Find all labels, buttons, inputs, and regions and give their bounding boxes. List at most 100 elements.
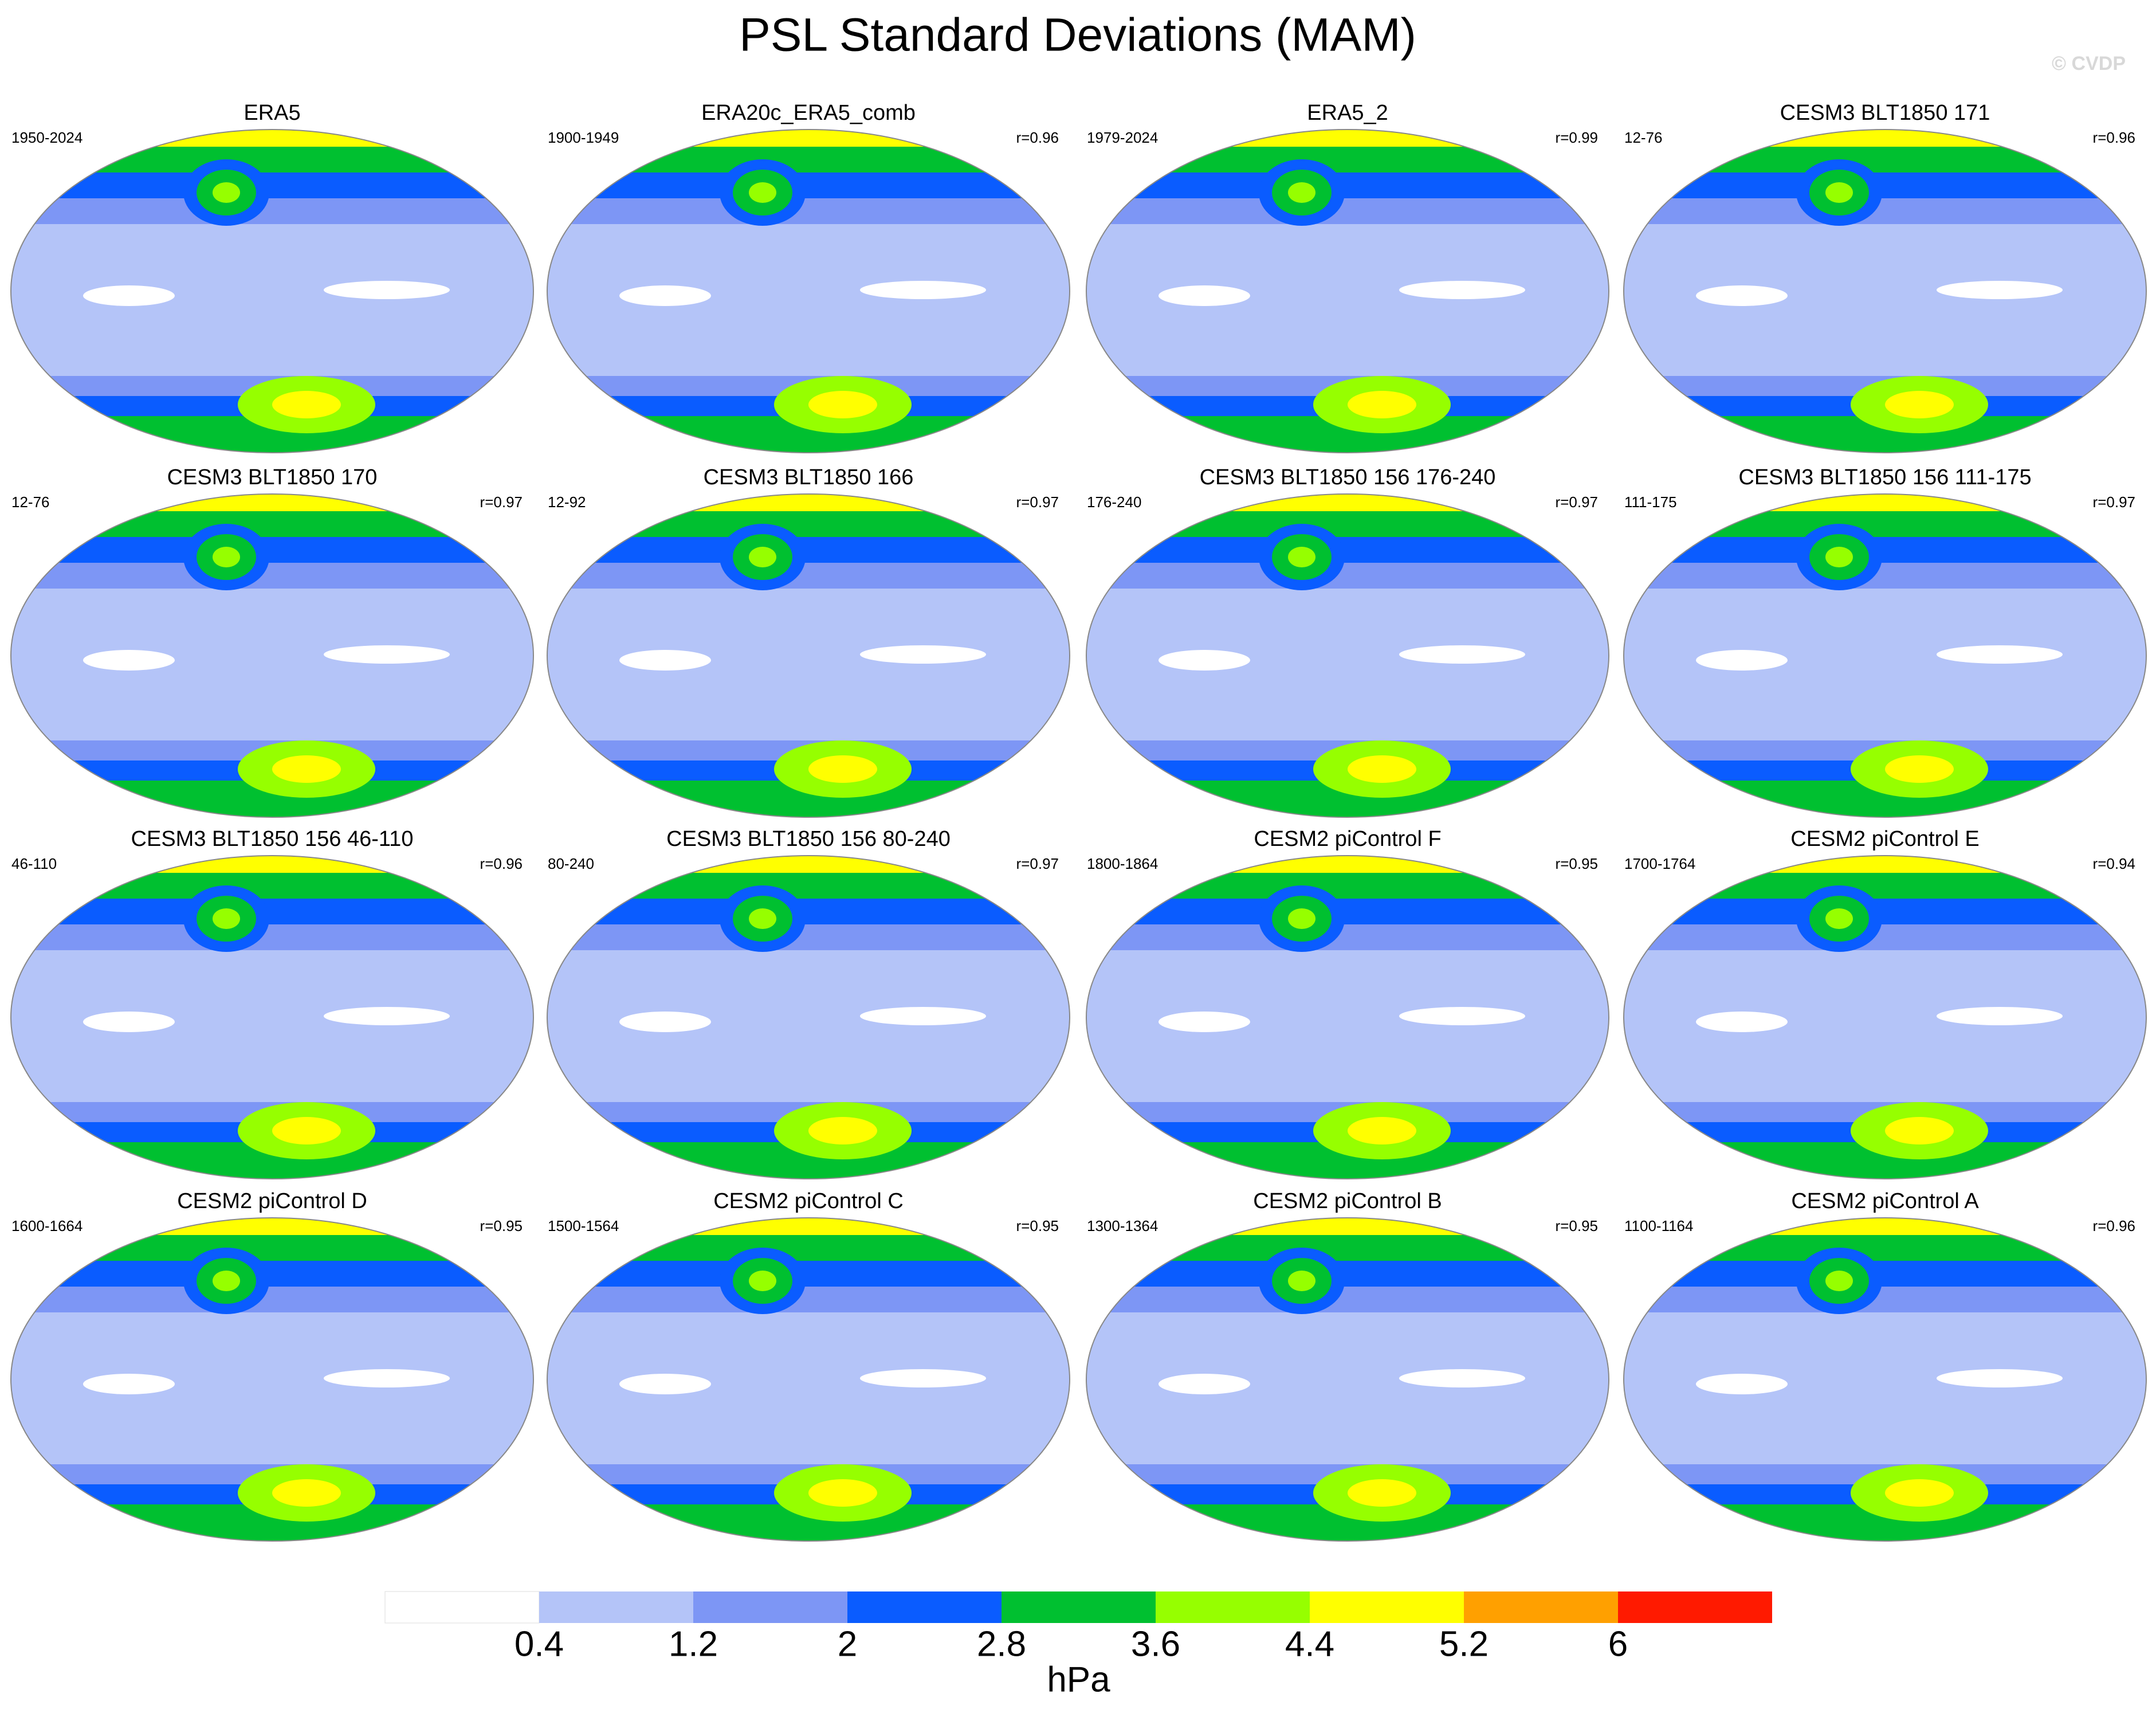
- field-band: [1086, 1287, 1609, 1312]
- field-band: [1086, 1261, 1609, 1287]
- field-patch: [324, 645, 450, 664]
- panel-correlation: r=0.96: [480, 855, 523, 872]
- map: [1086, 130, 1609, 453]
- field-band: [1086, 130, 1609, 147]
- colorbar-box: [1464, 1591, 1618, 1623]
- field-band: [11, 537, 533, 563]
- field-patch: [324, 1007, 450, 1025]
- field-blob: [1288, 547, 1315, 567]
- field-band: [11, 563, 533, 589]
- field-band: [11, 1235, 533, 1261]
- field-blob: [1825, 908, 1853, 929]
- colorbar-unit: hPa: [1047, 1660, 1110, 1699]
- panel-title: CESM2 piControl F: [1254, 827, 1441, 851]
- field-patch: [1399, 645, 1525, 664]
- map-outline: [10, 1217, 534, 1542]
- panel-correlation: r=0.96: [2093, 129, 2135, 146]
- panel-years: 1600-1664: [11, 1217, 83, 1234]
- map-outline: [1086, 493, 1609, 818]
- panel-correlation: r=0.95: [480, 1217, 523, 1234]
- field-blob: [808, 755, 877, 783]
- colorbar-label: 2.8: [977, 1624, 1026, 1664]
- colorbar-box: [539, 1591, 693, 1623]
- field-patch: [1696, 1374, 1788, 1394]
- panel-years: 12-76: [1624, 129, 1663, 146]
- colorbar-label: 5.2: [1439, 1624, 1489, 1664]
- field-patch: [860, 1369, 986, 1387]
- map-outline: [547, 129, 1070, 453]
- field-blob: [272, 1479, 341, 1507]
- field-band: [1624, 511, 2146, 537]
- field-blob: [1825, 547, 1853, 567]
- field-band: [11, 856, 533, 873]
- panel-title: ERA20c_ERA5_comb: [701, 101, 916, 125]
- panel-years: 176-240: [1087, 493, 1141, 511]
- field-blob: [213, 547, 240, 567]
- field-patch: [1158, 650, 1250, 671]
- field-blob: [749, 182, 776, 203]
- field-band: [11, 511, 533, 537]
- panel-years: 1300-1364: [1087, 1217, 1158, 1234]
- map-outline: [1086, 129, 1609, 453]
- panel-years: 1700-1764: [1624, 855, 1695, 872]
- map: [1086, 856, 1609, 1179]
- panel-years: 1950-2024: [11, 129, 83, 146]
- colorbar-label: 3.6: [1131, 1624, 1180, 1664]
- panel-years: 46-110: [11, 855, 57, 872]
- field-patch: [83, 650, 175, 671]
- field-patch: [860, 645, 986, 664]
- map-outline: [10, 855, 534, 1179]
- panel-title: CESM2 piControl C: [713, 1189, 904, 1213]
- field-blob: [272, 1117, 341, 1144]
- field-patch: [860, 281, 986, 299]
- field-patch: [1399, 1007, 1525, 1025]
- map: [1624, 130, 2146, 453]
- map: [547, 494, 1070, 817]
- field-band: [1086, 924, 1609, 950]
- colorbar-box: [847, 1591, 1002, 1623]
- panel-title: CESM3 BLT1850 166: [704, 465, 914, 489]
- field-band: [547, 1235, 1070, 1261]
- map: [1086, 1218, 1609, 1541]
- field-band: [1624, 1235, 2146, 1261]
- field-band: [1624, 1261, 2146, 1287]
- panel-title: ERA5_2: [1307, 101, 1388, 125]
- panel-correlation: r=0.97: [1556, 493, 1598, 511]
- field-blob: [749, 1271, 776, 1291]
- field-band: [11, 173, 533, 198]
- field-band: [547, 198, 1070, 224]
- field-band: [11, 873, 533, 899]
- field-blob: [1885, 755, 1954, 783]
- panel-title: ERA5: [244, 101, 300, 125]
- field-patch: [1158, 285, 1250, 306]
- panel-title: CESM3 BLT1850 156 80-240: [666, 827, 951, 851]
- field-band: [11, 1287, 533, 1312]
- map-outline: [1623, 493, 2147, 818]
- map-outline: [10, 129, 534, 453]
- panel-correlation: r=0.97: [1016, 855, 1059, 872]
- field-band: [1086, 537, 1609, 563]
- field-band: [11, 147, 533, 173]
- colorbar-box: [693, 1591, 847, 1623]
- field-band: [547, 511, 1070, 537]
- field-band: [1086, 563, 1609, 589]
- field-band: [11, 924, 533, 950]
- map-outline: [547, 493, 1070, 818]
- colorbar-box: [1002, 1591, 1156, 1623]
- field-band: [1624, 198, 2146, 224]
- panel-correlation: r=0.95: [1556, 1217, 1598, 1234]
- field-band: [11, 198, 533, 224]
- field-blob: [808, 1117, 877, 1144]
- field-band: [1624, 563, 2146, 589]
- field-band: [1624, 856, 2146, 873]
- field-band: [1624, 147, 2146, 173]
- field-band: [1624, 924, 2146, 950]
- field-blob: [1825, 182, 1853, 203]
- panel-years: 111-175: [1624, 493, 1677, 511]
- field-band: [11, 1261, 533, 1287]
- colorbar-label: 4.4: [1285, 1624, 1334, 1664]
- field-band: [547, 130, 1070, 147]
- field-patch: [1399, 1369, 1525, 1387]
- field-band: [1086, 899, 1609, 924]
